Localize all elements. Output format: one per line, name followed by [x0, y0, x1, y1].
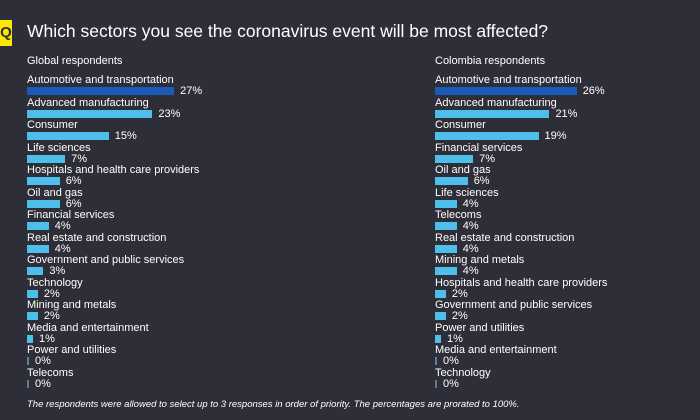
colombia-value-label: 19%	[544, 130, 567, 142]
global-value-label: 15%	[114, 130, 137, 142]
colombia-bar	[435, 199, 457, 208]
global-value-label: 0%	[35, 377, 51, 390]
global-category-label: Mining and metals	[27, 299, 117, 311]
global-category-label: Oil and gas	[27, 186, 83, 199]
global-bar	[27, 289, 38, 298]
global-bar	[27, 177, 60, 185]
colombia-category-label: Automotive and transportation	[435, 74, 582, 86]
global-value-label: 7%	[71, 152, 88, 165]
global-value-label: 4%	[54, 220, 71, 232]
colombia-value-label: 0%	[443, 355, 459, 367]
global-value-label: 4%	[54, 242, 71, 255]
global-category-label: Telecoms	[27, 366, 74, 379]
colombia-bar	[435, 177, 468, 185]
global-category-label: Hospitals and health care providers	[27, 164, 200, 176]
colombia-bar	[435, 312, 446, 320]
colombia-bar	[435, 244, 457, 253]
colombia-value-label: 4%	[462, 265, 479, 277]
global-bar	[27, 199, 60, 208]
colombia-category-label: Financial services	[435, 141, 523, 154]
global-value-label: 0%	[35, 355, 51, 367]
colombia-bar	[435, 289, 446, 298]
global-category-label: Technology	[27, 276, 83, 289]
global-category-label: Automotive and transportation	[27, 74, 174, 86]
global-value-label: 3%	[49, 265, 66, 277]
colombia-value-label: 21%	[555, 107, 578, 120]
global-category-label: Power and utilities	[27, 344, 117, 356]
global-bar	[27, 87, 175, 95]
global-category-label: Advanced manufacturing	[27, 96, 149, 109]
colombia-category-label: Government and public services	[435, 299, 593, 311]
colombia-value-label: 7%	[479, 152, 496, 165]
colombia-value-label: 2%	[451, 287, 468, 300]
question-badge: Q	[0, 20, 12, 46]
page-title: Which sectors you see the coronavirus ev…	[27, 21, 549, 41]
global-value-label: 2%	[43, 310, 60, 322]
global-bar	[27, 334, 33, 343]
colombia-bar	[435, 132, 539, 140]
global-bar	[27, 357, 29, 365]
colombia-value-label: 2%	[451, 310, 468, 322]
colombia-bar	[435, 267, 457, 275]
colombia-category-label: Oil and gas	[435, 164, 491, 176]
colombia-value-label: 1%	[447, 332, 463, 345]
colombia-category-label: Real estate and construction	[435, 231, 575, 244]
colombia-value-label: 4%	[462, 242, 479, 255]
colombia-bar	[435, 379, 437, 388]
footnote: The respondents were allowed to select u…	[27, 399, 520, 410]
global-category-label: Government and public services	[27, 254, 185, 266]
global-category-label: Financial services	[27, 209, 115, 221]
colombia-category-label: Life sciences	[435, 186, 499, 199]
global-category-label: Life sciences	[27, 141, 91, 154]
global-chart-title: Global respondents	[27, 55, 123, 67]
colombia-bar	[435, 109, 550, 118]
global-value-label: 2%	[43, 287, 60, 300]
colombia-bar	[435, 357, 437, 365]
colombia-bar	[435, 154, 474, 163]
colombia-category-label: Mining and metals	[435, 254, 525, 266]
global-value-label: 6%	[65, 175, 82, 187]
global-bar	[27, 132, 109, 140]
global-value-label: 1%	[39, 332, 55, 345]
global-bar	[27, 154, 66, 163]
colombia-value-label: 26%	[582, 85, 605, 97]
global-bar	[27, 267, 44, 275]
colombia-bar	[435, 334, 441, 343]
colombia-bar	[435, 87, 577, 95]
colombia-category-label: Hospitals and health care providers	[435, 276, 608, 289]
global-category-label: Consumer	[27, 119, 78, 131]
global-bar	[27, 379, 29, 388]
colombia-value-label: 6%	[473, 175, 490, 187]
colombia-category-label: Telecoms	[435, 209, 482, 221]
colombia-category-label: Media and entertainment	[435, 344, 557, 356]
colombia-value-label: 0%	[443, 377, 459, 390]
colombia-value-label: 4%	[462, 197, 479, 210]
global-value-label: 23%	[158, 107, 181, 120]
global-bar	[27, 222, 49, 230]
global-bar	[27, 109, 153, 118]
colombia-category-label: Advanced manufacturing	[435, 96, 557, 109]
global-value-label: 6%	[65, 197, 82, 210]
global-category-label: Real estate and construction	[27, 231, 167, 244]
colombia-value-label: 4%	[462, 220, 479, 232]
global-category-label: Media and entertainment	[27, 321, 149, 334]
colombia-category-label: Technology	[435, 366, 491, 379]
colombia-bar	[435, 222, 457, 230]
global-value-label: 27%	[180, 85, 203, 97]
colombia-chart-title: Colombia respondents	[435, 55, 546, 67]
colombia-category-label: Power and utilities	[435, 321, 525, 334]
global-bar	[27, 312, 38, 320]
global-bar	[27, 244, 49, 253]
colombia-category-label: Consumer	[435, 119, 486, 131]
